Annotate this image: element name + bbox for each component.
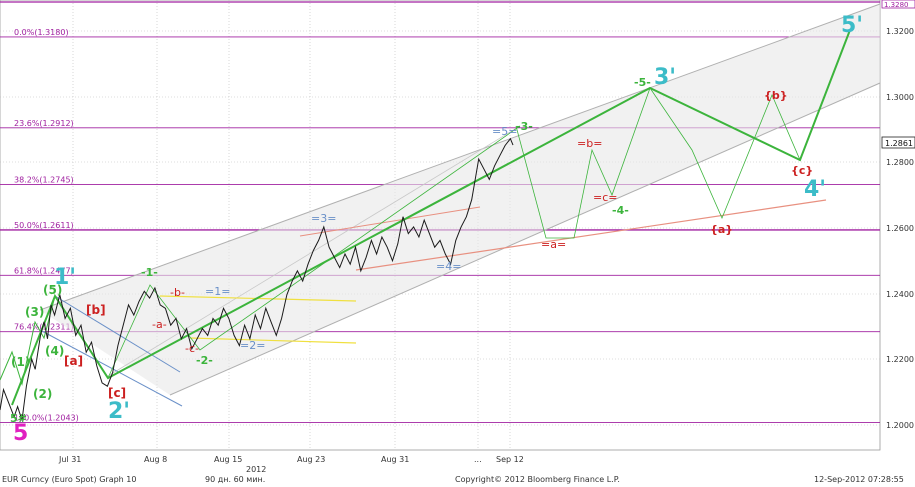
wave-label-dash-1: -1- [141,266,158,279]
wave-label-dash-4: -4- [612,204,629,217]
wave-projection-path [515,87,801,239]
price-tag-last-box [881,136,915,149]
channel-fill [40,4,880,395]
x-tick-label: Sep 12 [496,455,524,464]
fib-level-label: 61.8%(1.2477) [14,266,74,275]
footer-security: EUR Curncy (Euro Spot) Graph 10 [2,475,137,484]
x-tick-label: Aug 31 [381,455,409,464]
wave-primary-path [11,29,851,406]
yellow-line-2 [189,337,357,344]
chart-footer: EUR Curncy (Euro Spot) Graph 10 90 дн. 6… [0,474,915,487]
y-tick-label: 1.2200 [886,355,914,364]
price-tag-last: 1.2861 [885,139,913,148]
fib-level-label: 38.2%(1.2745) [14,175,74,184]
wave-label-dash-a: -a- [152,318,167,331]
fib-level-label: 0.0%(1.3180) [14,28,69,37]
wave-label-5hash: 5# [10,412,27,425]
footer-copyright: Copyright© 2012 Bloomberg Finance L.P. [455,475,620,484]
wave-label-paren-4: (4) [45,344,64,358]
y-tick-label: 1.3000 [886,93,914,102]
x-ellipsis-label: ... [474,455,482,464]
y-tick-label: 1.2600 [886,224,914,233]
wave-label-brace-b: {b} [764,89,788,102]
x-tick-label: Aug 23 [297,455,325,464]
wave-label-paren-5: (5) [43,283,62,297]
blue-line-1 [54,295,181,373]
wave-label-1prime: 1' [54,265,76,290]
wave-primary [0,29,851,406]
wave-label-dash-5: -5- [634,76,651,89]
wave-label-eq-1: =1= [205,285,230,298]
wave-label-5-magenta: 5 [13,421,28,446]
y-tick-label: 1.2400 [886,290,914,299]
wave-label-brace-c: {c} [791,164,813,177]
footer-timestamp: 12-Sep-2012 07:28:55 [814,475,904,484]
wave-label-paren-1: (1) [11,355,30,369]
price-tag-top: 1.3280 [884,1,909,9]
wave-label-bracket-c: [c] [108,386,126,400]
wave-label-eq-a: =a= [541,238,566,251]
wave-label-dash-c: -c- [185,342,199,355]
fib-level-label: 100.0%(1.2043) [14,414,79,423]
channel-upper [39,3,881,311]
wave-label-brace-a: {a} [710,223,733,236]
wave-label-bracket-a: [a] [64,354,83,368]
red-line-1 [299,206,481,237]
wave-label-paren-3: (3) [25,305,44,319]
y-tick-label: 1.2800 [886,158,914,167]
wave-label-eq-3: =3= [311,212,336,225]
wave-label-paren-2: (2) [33,387,52,401]
wave-label-eq-b: =b= [577,137,602,150]
wave-label-bracket-b: [b] [86,303,106,317]
wave-label-eq-5: =5= [492,125,517,138]
footer-range: 90 дн. 60 мин. [205,475,266,484]
price-tags: 1.3280 1.2861 [881,0,915,149]
wave-sub-path [107,125,521,379]
red-line-2 [355,199,827,271]
price-tag-top-box [881,0,915,9]
wave-label-5prime: 5' [841,13,863,38]
wave-label-dash-2: -2- [196,354,213,367]
trend-channel [39,3,881,396]
wave-label-dash-3: -3- [516,120,533,133]
fib-level-label: 23.6%(1.2912) [14,119,74,128]
y-axis: 1.3200 1.3000 1.2800 1.2600 1.2400 1.220… [886,27,914,430]
x-tick-label: Aug 8 [144,455,167,464]
wave-label-eq-c: =c= [593,191,617,204]
x-tick-label: Jul 31 [58,455,81,464]
wave-label-4prime: 4' [804,177,826,202]
x-year-label: 2012 [246,465,266,474]
wave-labels: 1' 2' 3' 4' 5' 5 5# (1) (2) (3) (4) (5) … [10,13,863,446]
y-tick-label: 1.2000 [886,421,914,430]
channel-mid [107,125,521,377]
wave-label-eq-4: =4= [436,260,461,273]
helper-lines [39,199,827,407]
wave-label-3prime: 3' [654,65,676,90]
fib-level-label: 50.0%(1.2611) [14,221,74,230]
x-axis: Jul 31 Aug 8 Aug 15 Aug 23 Aug 31 ... Se… [58,455,524,474]
price-series-line [0,137,514,421]
fib-level-label: 76.4%(1.2311) [14,323,74,332]
channel-lower [169,82,881,396]
wave-label-dash-b: -b- [170,286,185,299]
wave-label-2prime: 2' [108,399,130,424]
y-tick-label: 1.3200 [886,27,914,36]
blue-line-2 [39,329,183,407]
x-tick-label: Aug 15 [214,455,242,464]
wave-label-eq-2: =2= [240,339,265,352]
